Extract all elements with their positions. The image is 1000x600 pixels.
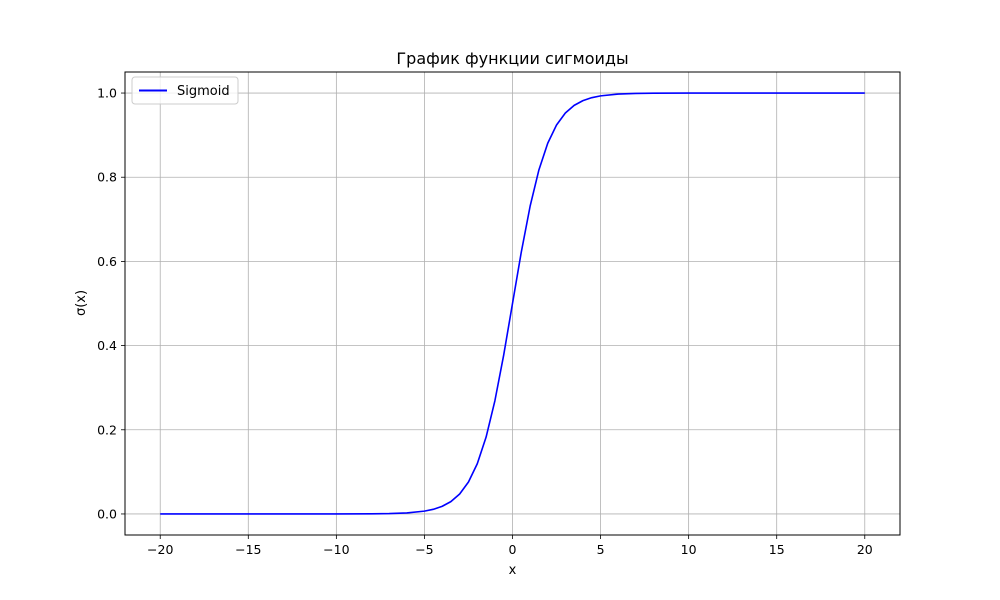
x-axis-label: x — [509, 563, 517, 578]
y-tick-label: 0.8 — [97, 170, 117, 185]
x-tick-label: 20 — [857, 542, 873, 557]
x-tick-label: 15 — [769, 542, 785, 557]
y-tick-label: 0.0 — [97, 506, 117, 521]
y-axis-ticks: 0.0 0.2 0.4 0.6 0.8 1.0 — [97, 86, 125, 521]
y-tick-label: 1.0 — [97, 86, 117, 101]
series-line-sigmoid — [160, 92, 865, 515]
x-tick-label: −20 — [147, 542, 173, 557]
y-axis-label: σ(x) — [74, 290, 89, 316]
chart-title: График функции сигмоиды — [396, 49, 628, 68]
x-tick-label: −5 — [415, 542, 433, 557]
x-axis-ticks: −20 −15 −10 −5 0 5 10 15 20 — [147, 535, 873, 557]
legend-box — [131, 76, 239, 105]
legend: Sigmoid — [131, 76, 239, 105]
series-layer — [160, 92, 865, 515]
x-tick-label: 5 — [597, 542, 605, 557]
x-tick-label: 0 — [509, 542, 517, 557]
x-tick-label: 10 — [681, 542, 697, 557]
x-tick-label: −15 — [235, 542, 261, 557]
y-tick-label: 0.4 — [97, 338, 117, 353]
x-tick-label: −10 — [323, 542, 349, 557]
legend-label-sigmoid: Sigmoid — [177, 84, 230, 99]
y-tick-label: 0.2 — [97, 422, 117, 437]
y-tick-label: 0.6 — [97, 254, 117, 269]
grid — [125, 72, 900, 535]
